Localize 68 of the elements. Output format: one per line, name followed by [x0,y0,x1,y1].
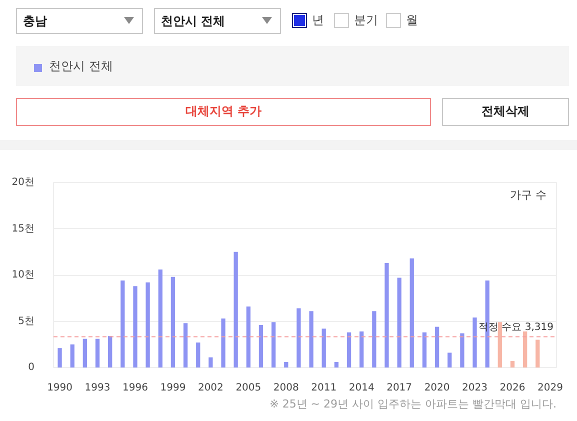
bar [460,333,464,368]
bar [183,323,188,368]
x-tick-label: 2023 [462,382,488,394]
bar [384,262,389,368]
dropdown: 천안시 전체 [154,8,281,34]
x-tick-label: 2008 [273,382,299,394]
bar [221,318,226,368]
bar [284,362,288,368]
bar [448,352,452,368]
bar [309,311,314,368]
bar [522,331,528,368]
bar [271,322,276,368]
bar [296,308,301,368]
y-tick-label: 0 [28,362,35,373]
y-tick-label: 20천 [12,177,35,188]
bar [70,344,74,368]
bar [120,280,125,368]
dropdown: 충남 [16,8,143,34]
bar [434,326,440,368]
y-axis-title: 가구 수 [510,188,547,202]
bar [133,286,138,368]
text: 년 [312,13,324,28]
text: 분기 [354,13,378,28]
bar [498,322,502,368]
bar [360,331,364,368]
x-tick-label: 2020 [424,382,450,394]
y-tick-label: 5천 [18,316,35,327]
x-tick-label: 1999 [160,382,186,394]
x-tick-label: 2026 [500,382,526,394]
bar [58,348,62,368]
button: 전체삭제 [442,98,569,126]
x-tick-label: 2011 [311,382,337,394]
bar [234,252,238,368]
text: 월 [406,13,418,28]
bar [334,362,339,368]
bar [372,311,376,368]
bar [246,306,250,368]
x-tick-label: 2014 [348,382,374,394]
y-tick-label: 15천 [12,223,35,234]
bar [196,342,200,368]
bar [536,340,540,368]
legend: 천안시 전체 [16,46,569,86]
x-tick-label: 1996 [122,382,148,394]
bar [146,282,150,368]
bar [108,336,112,368]
bar [82,338,88,368]
text: ※ 25년 ~ 29년 사이 입주하는 아파트는 빨간막대 입니다. [270,398,557,410]
bar [422,332,427,368]
button: 대체지역 추가 [16,98,431,126]
bar [472,318,477,368]
legend-label: 천안시 전체 [49,58,113,75]
bar [258,324,264,368]
y-tick-label: 10천 [12,270,35,280]
bar [170,276,176,368]
x-tick-label: 1993 [84,382,110,394]
bar [158,269,162,368]
bar [397,278,402,368]
bar [410,258,414,368]
bar [510,361,515,368]
x-tick-label: 2029 [537,382,563,394]
x-tick-label: 2002 [198,382,224,394]
bar [208,357,213,368]
x-tick-label: 2005 [236,382,262,394]
x-tick-label: 1990 [47,382,73,394]
x-tick-label: 2017 [386,382,412,394]
bar [346,332,352,368]
bar [322,328,326,368]
bar [95,338,100,368]
